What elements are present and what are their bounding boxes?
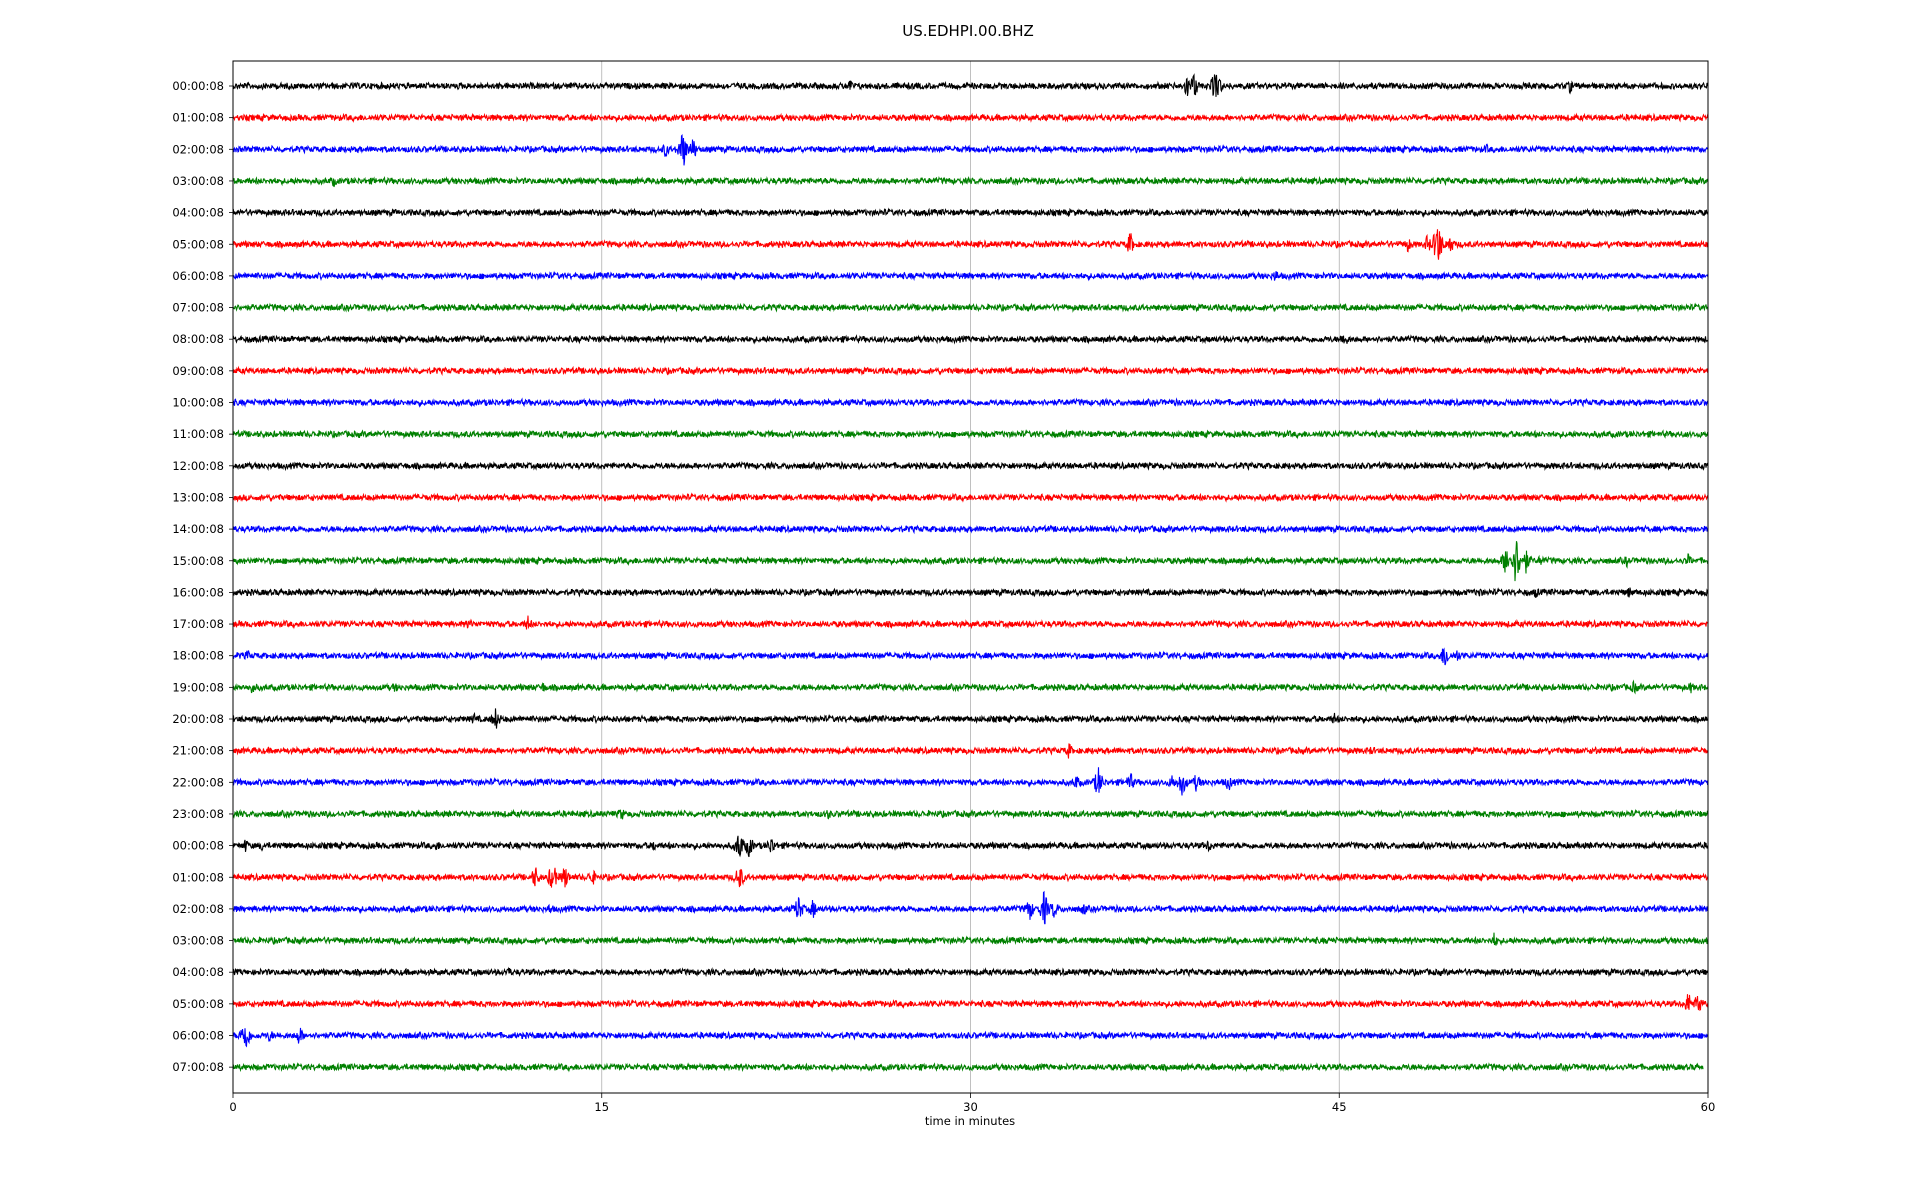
row-time-label: 19:00:08 — [172, 680, 224, 694]
trace-row-8 — [232, 333, 1709, 345]
trace-row-16 — [232, 587, 1709, 599]
row-time-label: 14:00:08 — [172, 522, 224, 536]
row-time-label: 06:00:08 — [172, 1029, 224, 1043]
row-time-label: 21:00:08 — [172, 744, 224, 758]
row-time-label: 04:00:08 — [172, 965, 224, 979]
x-tick-label: 45 — [1332, 1100, 1347, 1114]
trace-row-15 — [232, 541, 1709, 582]
chart-title: US.EDHPI.00.BHZ — [902, 22, 1034, 40]
row-time-label: 12:00:08 — [172, 459, 224, 473]
row-time-label: 10:00:08 — [172, 396, 224, 410]
trace-row-11 — [232, 428, 1709, 440]
row-time-label: 20:00:08 — [172, 712, 224, 726]
trace-row-27 — [232, 932, 1709, 946]
trace-row-19 — [232, 679, 1709, 695]
row-time-label: 07:00:08 — [172, 301, 224, 315]
trace-row-3 — [232, 175, 1709, 188]
row-time-label: 11:00:08 — [172, 427, 224, 441]
row-time-label: 02:00:08 — [172, 902, 224, 916]
trace-row-20 — [232, 708, 1709, 729]
trace-row-2 — [232, 133, 1709, 166]
trace-row-10 — [232, 397, 1709, 408]
trace-row-0 — [232, 73, 1709, 97]
trace-row-29 — [232, 994, 1709, 1012]
x-axis-ticks: 0 15 30 45 60 — [229, 1093, 1715, 1114]
trace-row-25 — [232, 867, 1709, 888]
row-time-label: 03:00:08 — [172, 174, 224, 188]
trace-row-4 — [232, 207, 1709, 219]
row-time-label: 00:00:08 — [172, 839, 224, 853]
x-tick-label: 15 — [594, 1100, 609, 1114]
trace-row-18 — [232, 647, 1709, 666]
row-time-label: 01:00:08 — [172, 111, 224, 125]
x-tick-label: 60 — [1701, 1100, 1716, 1114]
x-axis-label: time in minutes — [925, 1114, 1015, 1128]
trace-row-5 — [232, 229, 1709, 260]
row-time-label: 02:00:08 — [172, 142, 224, 156]
row-time-label: 22:00:08 — [172, 775, 224, 789]
trace-row-23 — [232, 808, 1709, 820]
x-tick-label: 0 — [229, 1100, 236, 1114]
trace-row-30 — [232, 1027, 1709, 1048]
trace-row-24 — [232, 835, 1709, 858]
trace-row-21 — [232, 743, 1709, 759]
trace-row-9 — [232, 365, 1709, 377]
row-time-label: 08:00:08 — [172, 332, 224, 346]
trace-group — [232, 73, 1709, 1073]
trace-row-12 — [232, 460, 1709, 472]
trace-row-26 — [232, 890, 1709, 925]
x-tick-label: 30 — [963, 1100, 978, 1114]
trace-row-7 — [232, 302, 1709, 313]
row-time-label: 05:00:08 — [172, 997, 224, 1011]
row-time-label: 00:00:08 — [172, 79, 224, 93]
row-time-label: 03:00:08 — [172, 934, 224, 948]
trace-row-6 — [232, 270, 1709, 282]
row-time-label: 07:00:08 — [172, 1060, 224, 1074]
trace-row-1 — [232, 112, 1709, 123]
row-time-label: 05:00:08 — [172, 237, 224, 251]
row-time-label: 13:00:08 — [172, 490, 224, 504]
row-time-label: 06:00:08 — [172, 269, 224, 283]
row-time-label: 18:00:08 — [172, 649, 224, 663]
row-time-label: 16:00:08 — [172, 585, 224, 599]
trace-row-28 — [232, 966, 1709, 978]
trace-row-17 — [232, 615, 1709, 630]
row-time-label: 17:00:08 — [172, 617, 224, 631]
trace-row-13 — [232, 492, 1709, 503]
grid-lines — [601, 61, 1340, 1093]
trace-row-14 — [232, 523, 1709, 535]
trace-row-22 — [232, 767, 1709, 796]
row-time-label: 23:00:08 — [172, 807, 224, 821]
row-time-label: 15:00:08 — [172, 554, 224, 568]
row-time-label: 09:00:08 — [172, 364, 224, 378]
row-time-labels: 00:00:08 01:00:08 02:00:08 03:00:08 04:00:08… — [172, 79, 233, 1074]
row-time-label: 04:00:08 — [172, 206, 224, 220]
row-time-label: 01:00:08 — [172, 870, 224, 884]
trace-row-31 — [232, 1061, 1704, 1073]
